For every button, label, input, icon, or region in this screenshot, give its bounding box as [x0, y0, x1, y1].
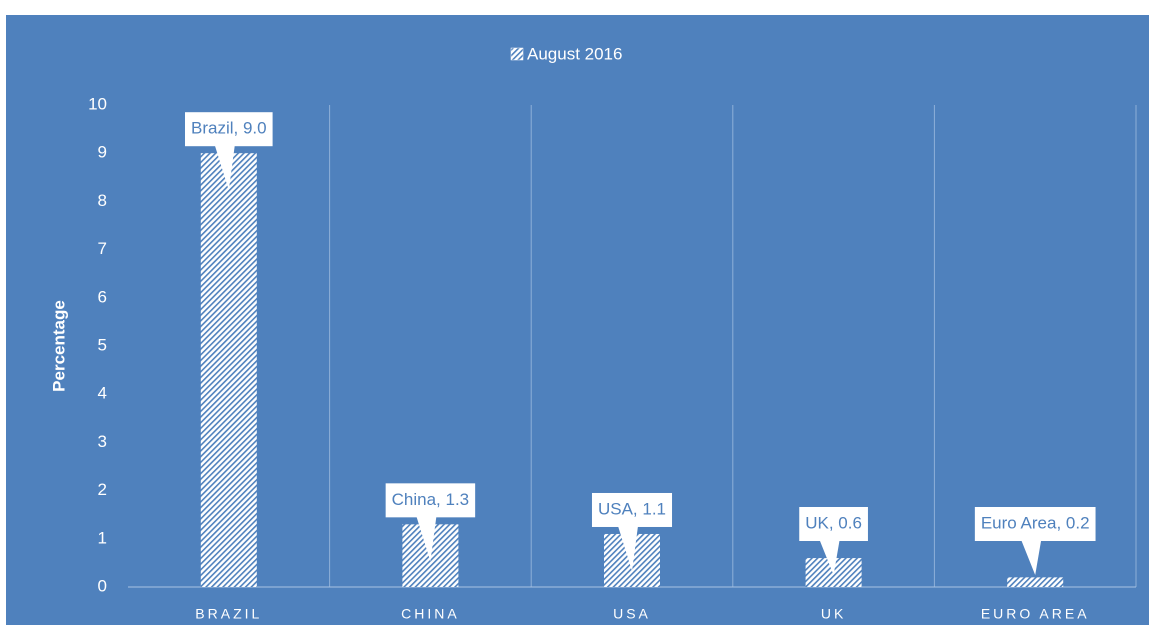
y-tick-label: 6	[98, 287, 107, 306]
callout-box	[799, 507, 868, 541]
callout-pointer	[1021, 540, 1042, 575]
x-tick-label: CHINA	[401, 606, 460, 622]
callout-box	[385, 483, 476, 518]
x-tick-label: UK	[821, 606, 846, 622]
x-tick-label: BRAZIL	[195, 606, 262, 622]
callout-box	[974, 507, 1096, 541]
y-tick-label: 1	[98, 528, 107, 547]
data-label: UK, 0.6	[805, 513, 862, 532]
y-tick-label: 10	[88, 94, 107, 113]
data-label: USA, 1.1	[598, 499, 666, 518]
legend-swatch	[510, 47, 524, 61]
data-label: China, 1.3	[392, 490, 470, 509]
x-tick-label: USA	[613, 606, 651, 622]
callout-pointer	[214, 145, 235, 191]
data-label: Euro Area, 0.2	[981, 513, 1090, 532]
y-tick-label: 8	[98, 191, 107, 210]
y-axis-label: Percentage	[49, 300, 68, 392]
callout-box	[591, 492, 673, 527]
callout-box	[185, 112, 273, 147]
data-label: Brazil, 9.0	[191, 119, 267, 138]
callout-pointer	[819, 540, 840, 575]
y-tick-label: 7	[98, 239, 107, 258]
y-tick-label: 4	[98, 384, 107, 403]
y-tick-label: 9	[98, 143, 107, 162]
y-tick-label: 2	[98, 480, 107, 499]
bar	[1007, 577, 1064, 587]
callout-pointer	[416, 516, 437, 562]
bar	[200, 153, 257, 587]
callout-pointer	[618, 525, 638, 571]
legend-label: August 2016	[527, 44, 622, 63]
y-tick-label: 0	[98, 576, 107, 595]
y-tick-label: 5	[98, 335, 107, 354]
y-tick-label: 3	[98, 432, 107, 451]
x-tick-label: EURO AREA	[981, 606, 1090, 622]
